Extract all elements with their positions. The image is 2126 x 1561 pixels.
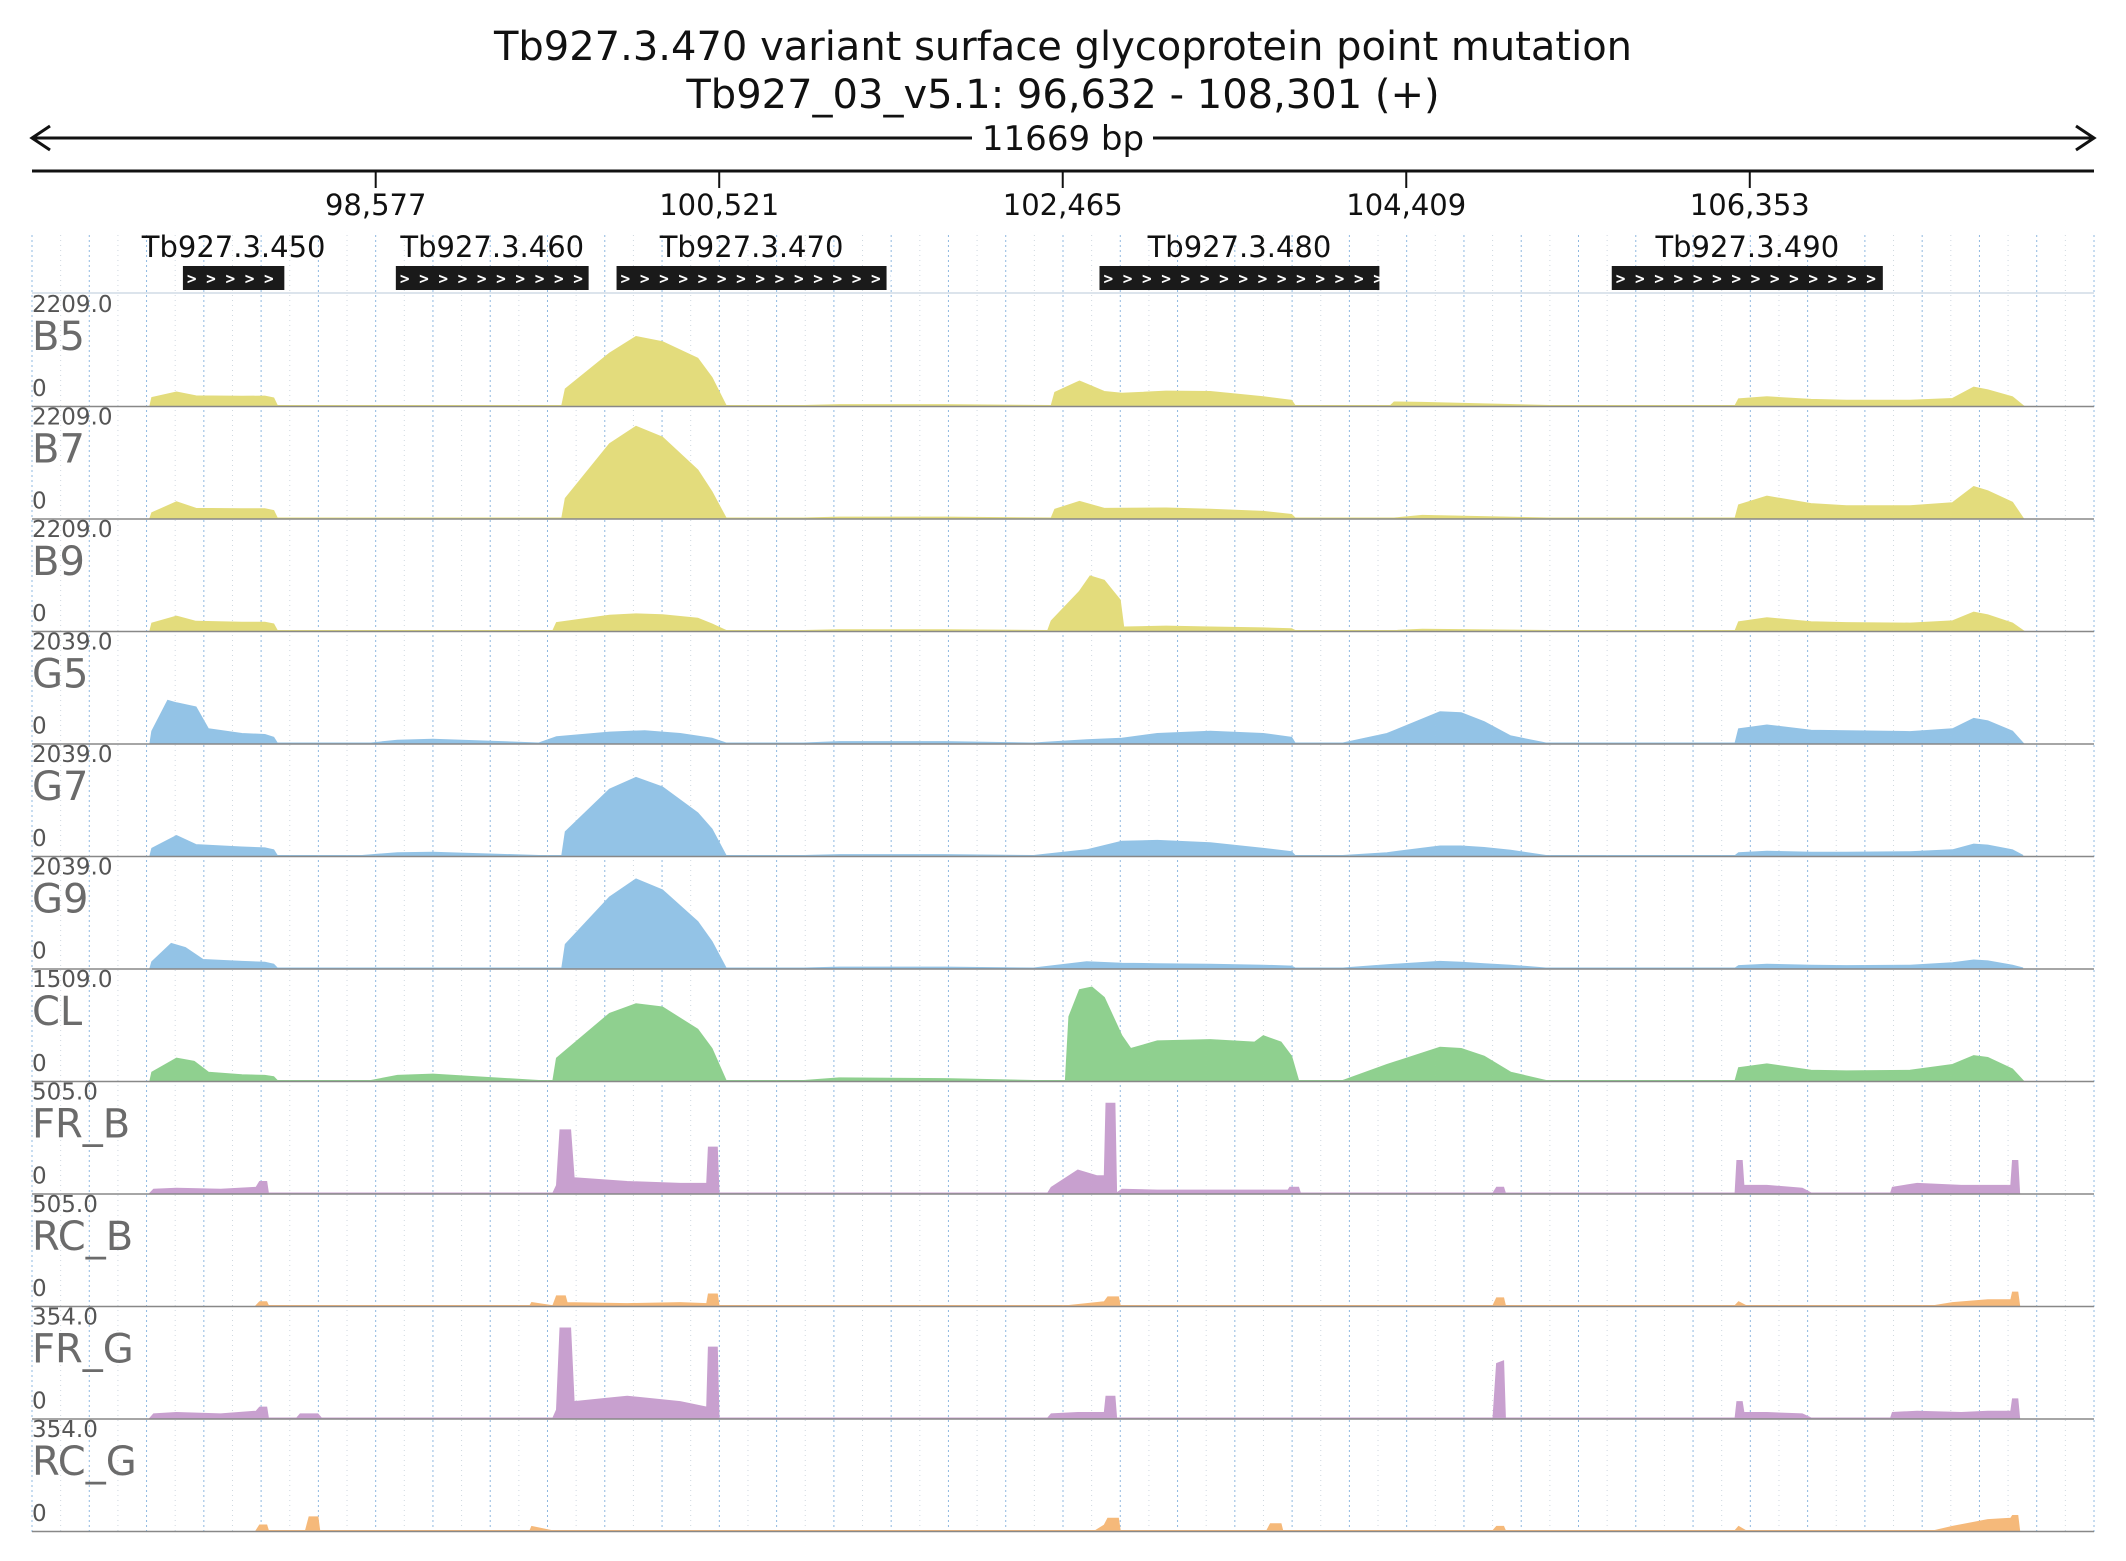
x-tick-label: 100,521 xyxy=(659,188,779,222)
track-ymax-label: 505.0 xyxy=(32,1192,98,1218)
gene-label: Tb927.3.460 xyxy=(399,230,584,264)
x-tick-label: 104,409 xyxy=(1346,188,1466,222)
gridlines xyxy=(31,235,2095,1533)
track-name: FR_G xyxy=(32,1327,134,1373)
track-ymin-label: 0 xyxy=(32,826,47,852)
track-ymax-label: 2209.0 xyxy=(32,517,112,543)
strand-arrows-icon: > > > > > > > > > > xyxy=(400,269,583,288)
gene-feature xyxy=(395,266,589,290)
gene-label: Tb927.3.480 xyxy=(1147,230,1332,264)
gene-feature xyxy=(1099,266,1380,290)
track-ymin-label: 0 xyxy=(32,376,47,402)
x-tick-label: 106,353 xyxy=(1690,188,1810,222)
coverage-series xyxy=(148,1102,2021,1194)
span-length-label: 11669 bp xyxy=(982,119,1144,159)
track-fr-b: 505.0FR_B 0 xyxy=(32,1080,2094,1195)
x-tick-label: 102,465 xyxy=(1003,188,1123,222)
gene-label: Tb927.3.450 xyxy=(141,230,326,264)
coverage-series xyxy=(255,1515,2021,1531)
coverage-series xyxy=(149,335,2025,407)
strand-arrows-icon: > > > > > > > > > > > > > > > > xyxy=(1103,269,1402,288)
track-name: B7 xyxy=(32,427,85,473)
strand-arrows-icon: > > > > > xyxy=(187,269,274,288)
gene-feature xyxy=(1611,266,1883,290)
x-axis-ticks: 98,577 100,521 102,465 104,409 106,353 xyxy=(325,171,1810,222)
chart-title-line1: Tb927.3.470 variant surface glycoprotein… xyxy=(493,24,1632,70)
coverage-series xyxy=(148,1327,2021,1419)
track-ymax-label: 2039.0 xyxy=(32,742,112,768)
track-ymin-label: 0 xyxy=(32,601,47,627)
track-ymax-label: 505.0 xyxy=(32,1080,98,1106)
coverage-series xyxy=(149,425,2025,519)
track-rc-b: 505.0RC_B 0 xyxy=(32,1192,2094,1308)
track-ymin-label: 0 xyxy=(32,1389,47,1415)
span-indicator: 11669 bp xyxy=(29,119,2097,159)
track-ymax-label: 354.0 xyxy=(32,1305,98,1331)
track-ymax-label: 354.0 xyxy=(32,1417,98,1443)
strand-arrows-icon: > > > > > > > > > > > > > > > xyxy=(1616,269,1895,288)
track-ymax-label: 2209.0 xyxy=(32,405,112,431)
track-name: B5 xyxy=(32,314,85,360)
track-ymin-label: 0 xyxy=(32,939,47,965)
coverage-series xyxy=(149,878,2024,969)
track-ymax-label: 2209.0 xyxy=(32,292,112,318)
coverage-series xyxy=(149,699,2025,744)
track-b9: 2209.0B9 0 xyxy=(32,517,2094,633)
track-name: CL xyxy=(32,989,83,1035)
track-b5: 2209.0B5 0 xyxy=(32,292,2094,408)
track-fr-g: 354.0FR_G 0 xyxy=(32,1305,2094,1420)
track-ymax-label: 1509.0 xyxy=(32,967,112,993)
track-cl: 1509.0CL 0 xyxy=(32,967,2094,1083)
track-ymin-label: 0 xyxy=(32,1501,47,1527)
gene-label: Tb927.3.490 xyxy=(1654,230,1839,264)
track-name: G5 xyxy=(32,652,88,698)
track-ymax-label: 2039.0 xyxy=(32,855,112,881)
track-ymin-label: 0 xyxy=(32,1051,47,1077)
track-name: FR_B xyxy=(32,1102,130,1148)
span-arrow-right-icon xyxy=(2075,124,2097,152)
track-ymin-label: 0 xyxy=(32,489,47,515)
track-name: G7 xyxy=(32,764,88,810)
x-tick-label: 98,577 xyxy=(325,188,426,222)
track-name: B9 xyxy=(32,539,85,585)
track-g5: 2039.0G5 0 xyxy=(32,630,2094,745)
gene-annotation-track: Tb927.3.450 > > > > > Tb927.3.460 > > > > >… xyxy=(141,230,1895,290)
gene-feature xyxy=(616,266,887,290)
track-name: RC_G xyxy=(32,1439,137,1485)
coverage-series xyxy=(254,1291,2021,1306)
track-rc-g: 354.0RC_G 0 xyxy=(32,1417,2094,1533)
gene-feature xyxy=(182,266,285,290)
coverage-tracks: 2209.0B502209.0B702209.0B902039.0G502039… xyxy=(32,292,2094,1533)
coverage-series xyxy=(149,575,2025,632)
track-ymin-label: 0 xyxy=(32,1276,47,1302)
track-b7: 2209.0B7 0 xyxy=(32,405,2094,520)
track-name: G9 xyxy=(32,877,88,923)
track-name: RC_B xyxy=(32,1214,133,1260)
coverage-series xyxy=(149,776,2024,857)
track-g7: 2039.0G7 0 xyxy=(32,742,2094,858)
track-ymin-label: 0 xyxy=(32,714,47,740)
chart-title-line2: Tb927_03_v5.1: 96,632 - 108,301 (+) xyxy=(685,72,1439,118)
span-arrow-left-icon xyxy=(29,124,51,152)
strand-arrows-icon: > > > > > > > > > > > > > > > xyxy=(621,269,900,288)
track-ymax-label: 2039.0 xyxy=(32,630,112,656)
coverage-series xyxy=(149,986,2025,1081)
gene-label: Tb927.3.470 xyxy=(659,230,844,264)
track-ymin-label: 0 xyxy=(32,1164,47,1190)
track-g9: 2039.0G9 0 xyxy=(32,855,2094,970)
